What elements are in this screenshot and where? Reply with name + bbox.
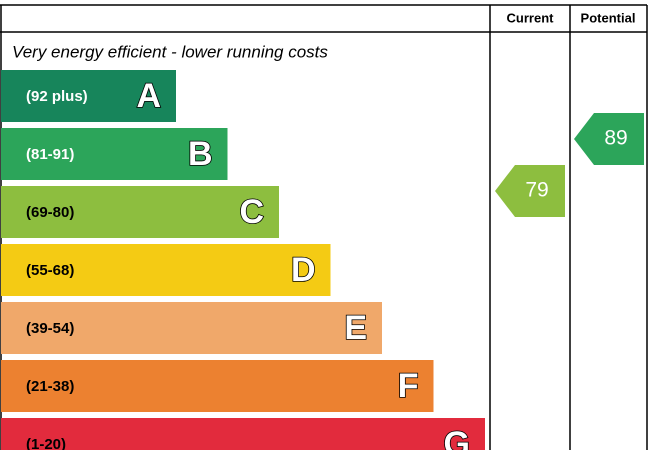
band-range: (69-80) [26,204,74,221]
band-range: (21-38) [26,378,74,395]
band-letter: F [398,367,419,405]
current-value: 79 [525,179,548,202]
current-arrow [495,165,565,217]
band-range: (1-20) [26,436,66,450]
band-letter: E [344,309,367,347]
potential-arrow [574,113,644,165]
band-letter: D [291,251,316,289]
band-letter: G [444,425,470,450]
band-letter: A [136,77,161,115]
band-range: (55-68) [26,262,74,279]
band-range: (39-54) [26,320,74,337]
band-bar [1,418,485,450]
band-bar [1,70,176,122]
potential-value: 89 [604,127,627,150]
potential-header: Potential [581,10,636,25]
top-text: Very energy efficient - lower running co… [12,42,328,61]
band-bar [1,244,331,296]
band-bar [1,128,228,180]
band-range: (92 plus) [26,88,88,105]
band-range: (81-91) [26,146,74,163]
band-bar [1,302,382,354]
band-bar [1,186,279,238]
band-letter: C [239,193,264,231]
current-header: Current [507,10,555,25]
band-letter: B [188,135,213,173]
band-bar [1,360,434,412]
